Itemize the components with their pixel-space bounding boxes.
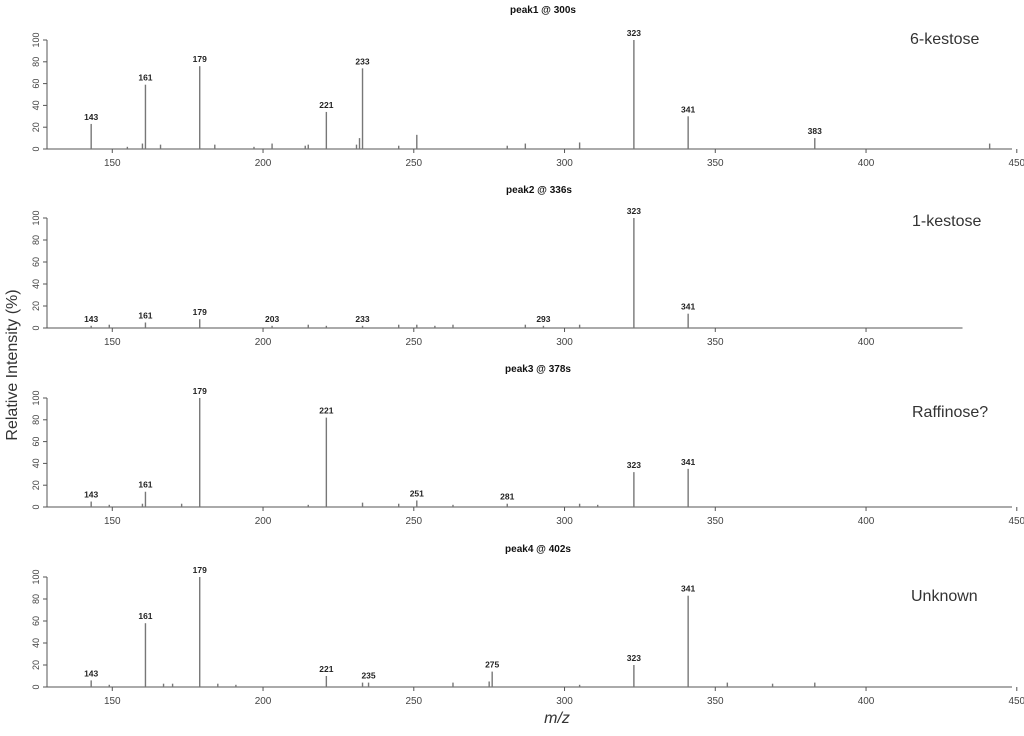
panel-3-compound-label: Raffinose? xyxy=(912,404,989,421)
panel-2-peak-label-233: 233 xyxy=(355,314,369,324)
panel-4-x-tick-label: 200 xyxy=(255,696,272,707)
panel-4-peak-label-143: 143 xyxy=(84,668,98,678)
panel-2-x-tick-label: 350 xyxy=(707,337,724,348)
panel-4-x-tick-label: 250 xyxy=(405,696,422,707)
panel-3-y-tick-label: 80 xyxy=(31,415,41,425)
panel-2-peak-label-293: 293 xyxy=(536,314,550,324)
panel-2-peak-label-323: 323 xyxy=(627,206,641,216)
panel-3-x-tick-label: 350 xyxy=(707,516,724,527)
panel-1-peak-label-383: 383 xyxy=(808,126,822,136)
panel-1-y-tick-label: 20 xyxy=(31,122,41,132)
panel-2-peak-label-341: 341 xyxy=(681,302,695,312)
panel-3-peak-label-341: 341 xyxy=(681,457,695,467)
panel-1-title: peak1 @ 300s xyxy=(510,5,576,16)
panel-1-peak-label-161: 161 xyxy=(138,73,152,83)
panel-4-y-tick-label: 60 xyxy=(31,616,41,626)
panel-4-y-tick-label: 80 xyxy=(31,594,41,604)
panel-4-peak-label-161: 161 xyxy=(138,611,152,621)
panel-2-y-tick-label: 40 xyxy=(31,279,41,289)
panel-4-y-tick-label: 20 xyxy=(31,660,41,670)
panel-4-peak-label-221: 221 xyxy=(319,664,333,674)
panel-3-y-tick-label: 0 xyxy=(31,504,41,509)
panel-4-compound-label: Unknown xyxy=(911,588,978,605)
panel-4-x-tick-label: 150 xyxy=(104,696,121,707)
x-axis-label: m/z xyxy=(544,710,570,727)
panel-3-peak-label-221: 221 xyxy=(319,406,333,416)
panel-1-y-tick-label: 40 xyxy=(31,100,41,110)
y-axis-label: Relative Intensity (%) xyxy=(4,289,21,441)
panel-3-peak-label-161: 161 xyxy=(138,480,152,490)
panel-3-peak-label-179: 179 xyxy=(193,386,207,396)
panel-2-x-tick-label: 200 xyxy=(255,337,272,348)
panel-3-x-tick-label: 300 xyxy=(556,516,573,527)
panel-4-x-tick-label: 300 xyxy=(556,696,573,707)
panel-2-y-tick-label: 20 xyxy=(31,301,41,311)
panel-4-x-tick-label: 350 xyxy=(707,696,724,707)
panel-2-peak-label-161: 161 xyxy=(138,311,152,321)
panel-1-peak-label-341: 341 xyxy=(681,104,695,114)
panel-3-y-tick-label: 60 xyxy=(31,437,41,447)
panel-2-compound-label: 1-kestose xyxy=(912,213,982,230)
panel-4-peak-label-179: 179 xyxy=(193,565,207,575)
panel-3-x-tick-label: 400 xyxy=(858,516,875,527)
panel-3-title: peak3 @ 378s xyxy=(505,364,571,375)
panel-1-y-tick-label: 80 xyxy=(31,57,41,67)
panel-1-peak-label-179: 179 xyxy=(193,54,207,64)
panel-1-compound-label: 6-kestose xyxy=(910,31,980,48)
panel-3-peak-label-143: 143 xyxy=(84,490,98,500)
panel-1-x-tick-label: 450 xyxy=(1008,158,1024,169)
panel-1-peak-label-143: 143 xyxy=(84,112,98,122)
panel-2-y-tick-label: 60 xyxy=(31,257,41,267)
panel-1-peak-label-323: 323 xyxy=(627,28,641,38)
panel-3-y-tick-label: 40 xyxy=(31,458,41,468)
panel-2-title: peak2 @ 336s xyxy=(506,185,572,196)
panel-1-x-tick-label: 400 xyxy=(858,158,875,169)
panel-4-x-tick-label: 400 xyxy=(858,696,875,707)
panel-1-y-tick-label: 100 xyxy=(31,32,41,47)
panel-4-y-tick-label: 100 xyxy=(31,569,41,584)
panel-3-peak-label-281: 281 xyxy=(500,492,514,502)
panel-4-peak-label-341: 341 xyxy=(681,584,695,594)
panel-2-x-tick-label: 400 xyxy=(858,337,875,348)
panel-4-title: peak4 @ 402s xyxy=(505,544,571,555)
panel-2-y-tick-label: 100 xyxy=(31,210,41,225)
panel-2-x-tick-label: 300 xyxy=(556,337,573,348)
panel-1-y-tick-label: 0 xyxy=(31,146,41,151)
panel-4-y-tick-label: 0 xyxy=(31,684,41,689)
panel-2-y-tick-label: 80 xyxy=(31,235,41,245)
panel-3-x-tick-label: 450 xyxy=(1008,516,1024,527)
panel-4-x-tick-label: 450 xyxy=(1008,696,1024,707)
panel-1-peak-label-221: 221 xyxy=(319,100,333,110)
panel-4-peak-label-275: 275 xyxy=(485,660,499,670)
panel-3-x-tick-label: 200 xyxy=(255,516,272,527)
panel-1-x-tick-label: 350 xyxy=(707,158,724,169)
panel-1-y-tick-label: 60 xyxy=(31,79,41,89)
panel-3-y-tick-label: 20 xyxy=(31,480,41,490)
panel-3-peak-label-323: 323 xyxy=(627,460,641,470)
panel-2-peak-label-143: 143 xyxy=(84,314,98,324)
panel-2-y-tick-label: 0 xyxy=(31,325,41,330)
panel-1-x-tick-label: 250 xyxy=(405,158,422,169)
panel-2-peak-label-203: 203 xyxy=(265,314,279,324)
panel-3-x-tick-label: 150 xyxy=(104,516,121,527)
panel-1-x-tick-label: 200 xyxy=(255,158,272,169)
panel-2-x-tick-label: 250 xyxy=(405,337,422,348)
panel-4-peak-label-235: 235 xyxy=(361,671,375,681)
panel-3-peak-label-251: 251 xyxy=(410,488,424,498)
panel-3-x-tick-label: 250 xyxy=(405,516,422,527)
panel-3-y-tick-label: 100 xyxy=(31,390,41,405)
panel-2-peak-label-179: 179 xyxy=(193,307,207,317)
panel-2-x-tick-label: 150 xyxy=(104,337,121,348)
panel-1-peak-label-233: 233 xyxy=(355,56,369,66)
panel-1-x-tick-label: 300 xyxy=(556,158,573,169)
panel-1-x-tick-label: 150 xyxy=(104,158,121,169)
panel-4-peak-label-323: 323 xyxy=(627,653,641,663)
panel-4-y-tick-label: 40 xyxy=(31,638,41,648)
